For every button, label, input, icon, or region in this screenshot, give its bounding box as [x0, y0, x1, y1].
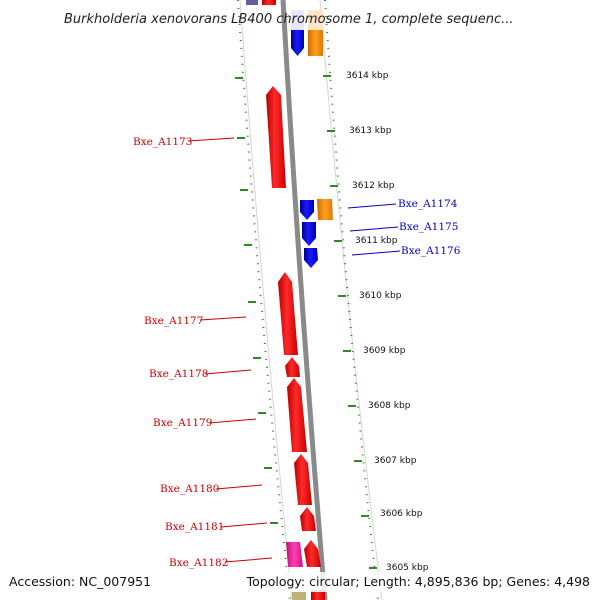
gene-bxe-a1180-arrow[interactable]: [294, 454, 312, 505]
map-title: Burkholderia xenovorans LB400 chromosome…: [64, 12, 514, 27]
scale-label-3611: 3611 kbp: [355, 236, 398, 246]
scale-label-3608: 3608 kbp: [368, 401, 411, 411]
gene-label-bxe-a1180[interactable]: Bxe_A1180: [160, 483, 219, 495]
gene-bxe-a1173-arrow[interactable]: [266, 86, 286, 188]
gene-label-bxe-a1174[interactable]: Bxe_A1174: [398, 198, 458, 210]
scale-label-3610: 3610 kbp: [359, 291, 402, 301]
map-ring-inner-edge: [319, 0, 383, 600]
topology-text: Topology: circular; Length: 4,895,836 bp…: [246, 574, 590, 589]
gene-bxe-a1179-arrow[interactable]: [287, 378, 307, 452]
gene-label-bxe-a1176[interactable]: Bxe_A1176: [401, 245, 461, 257]
gene-bxe-a1182-pink-block[interactable]: [286, 542, 303, 567]
gene-label-bxe-a1179[interactable]: Bxe_A1179: [153, 417, 212, 429]
scale-label-3613: 3613 kbp: [349, 126, 392, 136]
scale-label-3609: 3609 kbp: [363, 346, 406, 356]
gene-bxe-a1177-arrow[interactable]: [278, 272, 298, 355]
gene-label-bxe-a1173[interactable]: Bxe_A1173: [133, 136, 192, 148]
scale-label-3607: 3607 kbp: [374, 456, 417, 466]
gene-label-bxe-a1175[interactable]: Bxe_A1175: [399, 221, 458, 233]
map-ring-outer-edge: [239, 0, 293, 600]
bottom-partial-features: [292, 590, 325, 600]
gene-bxe-a1175-arrow[interactable]: [302, 222, 316, 246]
gene-bxe-a1181-arrow[interactable]: [300, 507, 316, 531]
gene-leader-lines: [187, 137, 401, 563]
gene-bxe-a1174-orange-block[interactable]: [317, 199, 333, 220]
scale-label-3605: 3605 kbp: [386, 563, 429, 573]
footer-background: [0, 572, 600, 592]
gene-bxe-a1178-arrow[interactable]: [285, 357, 300, 377]
gene-bxe-a1174-arrow[interactable]: [300, 200, 314, 220]
scale-label-3614: 3614 kbp: [346, 71, 389, 81]
gene-bxe-a1182-arrow[interactable]: [304, 540, 321, 567]
gene-label-bxe-a1181[interactable]: Bxe_A1181: [165, 521, 224, 533]
accession-text: Accession: NC_007951: [9, 574, 151, 589]
left-ticks: [235, 77, 278, 524]
scale-label-3612: 3612 kbp: [352, 181, 395, 191]
gene-label-bxe-a1178[interactable]: Bxe_A1178: [149, 368, 208, 380]
gene-label-bxe-a1177[interactable]: Bxe_A1177: [144, 315, 203, 327]
right-ticks: [323, 75, 377, 569]
scale-label-3606: 3606 kbp: [380, 509, 423, 519]
gene-label-bxe-a1182[interactable]: Bxe_A1182: [169, 557, 228, 569]
chromosome-backbone: [280, 0, 328, 600]
gene-bxe-a1176-arrow[interactable]: [304, 248, 318, 268]
top-partial-features: [246, 0, 323, 56]
